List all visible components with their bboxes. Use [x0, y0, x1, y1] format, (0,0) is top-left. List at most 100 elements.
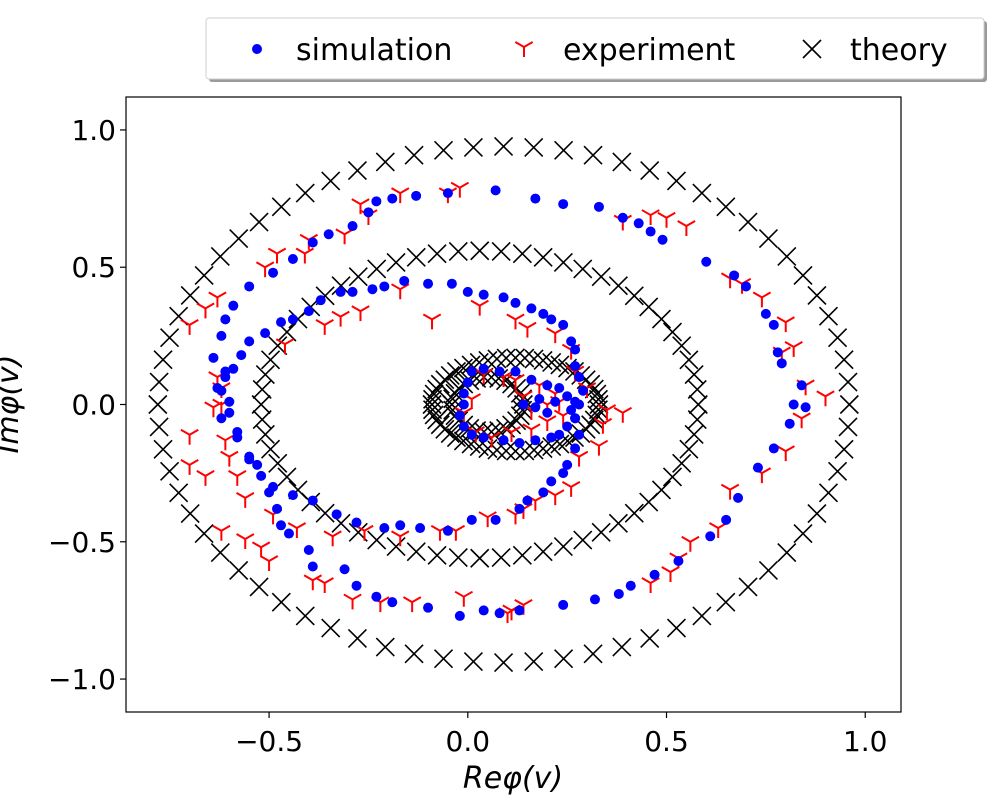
point-simulation: [701, 256, 712, 267]
point-theory: [249, 577, 269, 597]
point-theory: [818, 306, 839, 326]
point-simulation: [303, 306, 314, 317]
point-simulation: [216, 330, 227, 341]
point-theory: [533, 350, 553, 371]
point-simulation: [458, 388, 469, 399]
point-theory: [838, 417, 858, 437]
point-theory: [347, 161, 368, 181]
legend-marker-theory: [802, 39, 822, 59]
point-experiment: [236, 533, 255, 550]
point-theory: [463, 137, 483, 157]
point-simulation: [371, 591, 382, 602]
point-experiment: [220, 450, 239, 467]
point-theory: [510, 406, 530, 426]
series-simulation: [208, 185, 811, 621]
point-experiment: [315, 319, 334, 335]
point-simulation: [784, 418, 795, 429]
point-simulation: [550, 396, 561, 407]
point-theory: [422, 400, 443, 420]
point-theory: [433, 649, 454, 669]
point-theory: [716, 592, 736, 612]
point-simulation: [268, 267, 279, 278]
point-simulation: [530, 193, 541, 204]
point-simulation: [570, 443, 581, 454]
point-simulation: [538, 308, 549, 319]
point-theory: [524, 652, 544, 672]
point-simulation: [514, 503, 525, 514]
point-simulation: [546, 314, 557, 325]
point-simulation: [741, 281, 751, 292]
point-theory: [422, 389, 443, 409]
point-experiment: [677, 220, 696, 237]
point-theory: [583, 644, 603, 664]
point-theory: [672, 336, 692, 356]
point-simulation: [478, 289, 489, 300]
point-theory: [493, 653, 514, 673]
legend-marker-experiment: [514, 41, 534, 57]
point-theory: [427, 545, 447, 565]
point-theory: [367, 259, 387, 279]
point-simulation: [216, 385, 227, 396]
point-theory: [550, 355, 570, 375]
point-theory: [573, 530, 593, 550]
point-theory: [210, 542, 230, 563]
point-simulation: [339, 564, 350, 575]
point-experiment: [816, 390, 835, 407]
point-simulation: [566, 404, 577, 415]
point-simulation: [800, 402, 811, 413]
point-experiment: [180, 428, 199, 445]
data-marks: [148, 136, 859, 673]
point-theory: [148, 394, 168, 415]
point-simulation: [768, 443, 779, 454]
point-theory: [687, 379, 707, 399]
point-simulation: [272, 503, 283, 514]
point-theory: [512, 545, 532, 565]
point-simulation: [216, 413, 227, 424]
point-theory: [612, 152, 632, 172]
point-theory: [738, 212, 758, 232]
point-simulation: [530, 435, 541, 446]
point-theory: [445, 383, 465, 403]
point-simulation: [347, 221, 358, 232]
point-theory: [463, 652, 483, 672]
point-theory: [513, 400, 533, 420]
point-simulation: [228, 363, 239, 374]
point-experiment: [538, 415, 557, 431]
point-theory: [662, 467, 683, 487]
point-experiment: [593, 417, 613, 434]
point-experiment: [506, 313, 525, 330]
point-theory: [347, 628, 368, 648]
point-theory: [651, 480, 672, 500]
point-simulation: [283, 528, 294, 539]
point-simulation: [442, 525, 453, 536]
point-simulation: [494, 366, 505, 377]
point-simulation: [562, 459, 573, 470]
point-simulation: [323, 229, 334, 240]
point-experiment: [196, 302, 215, 319]
point-simulation: [236, 350, 247, 361]
point-theory: [487, 349, 507, 369]
point-simulation: [466, 514, 477, 525]
point-simulation: [526, 303, 537, 314]
point-simulation: [307, 495, 318, 506]
y-tick-label: −1.0: [48, 663, 116, 696]
point-simulation: [462, 377, 473, 388]
point-experiment: [589, 439, 609, 456]
point-simulation: [287, 490, 298, 501]
point-theory: [470, 241, 490, 261]
point-experiment: [506, 373, 525, 390]
point-simulation: [589, 594, 600, 605]
point-theory: [277, 467, 297, 487]
point-simulation: [514, 437, 525, 448]
point-theory: [807, 504, 827, 524]
point-theory: [554, 649, 574, 669]
point-theory: [160, 328, 180, 348]
point-simulation: [558, 199, 569, 210]
point-experiment: [228, 470, 247, 486]
point-simulation: [649, 569, 660, 580]
y-tick-label: −0.5: [48, 526, 116, 559]
point-theory: [288, 309, 308, 329]
point-theory: [496, 441, 516, 461]
point-experiment: [518, 321, 537, 338]
point-experiment: [776, 316, 795, 333]
